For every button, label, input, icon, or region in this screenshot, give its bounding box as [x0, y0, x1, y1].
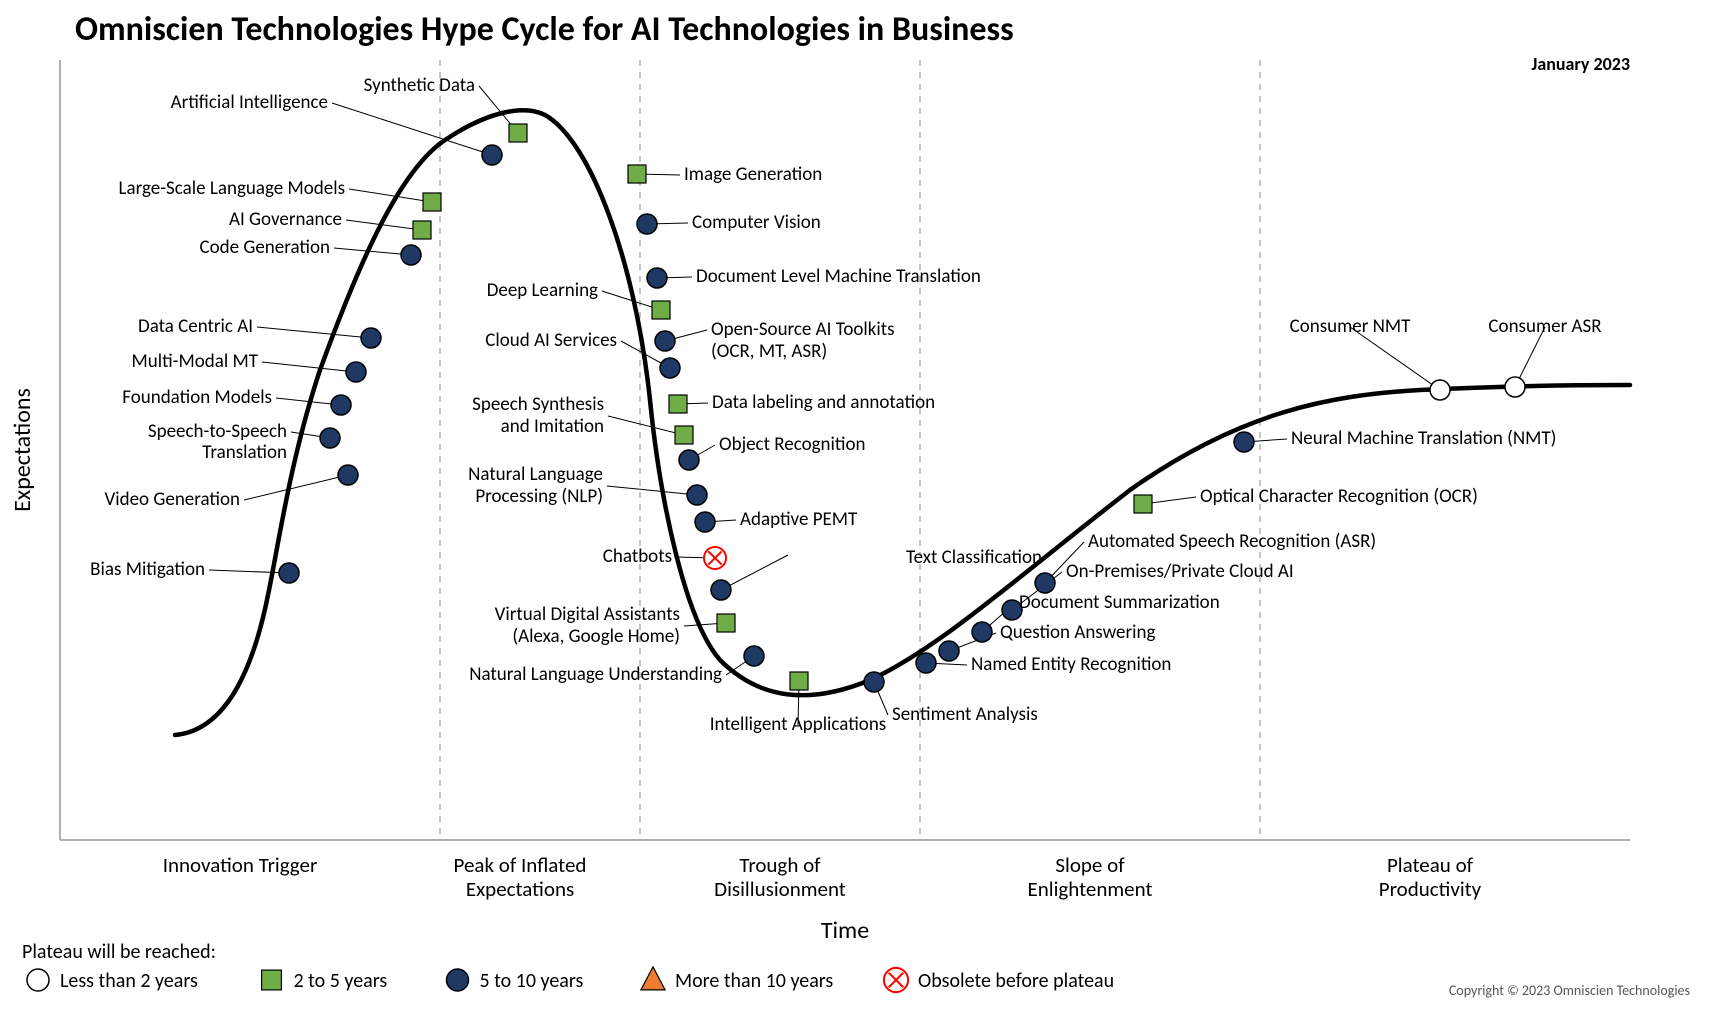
point-label: Document Summarization [1019, 591, 1220, 614]
phase-label: Enlightenment [1027, 876, 1152, 902]
data-point: Data labeling and annotation [669, 391, 935, 414]
point-label: Video Generation [104, 488, 240, 511]
point-label: Natural Language [468, 463, 603, 486]
data-point: Computer Vision [637, 211, 821, 234]
data-point: Speech Synthesisand Imitation [472, 393, 693, 444]
point-label: Deep Learning [487, 279, 598, 302]
point-label: Optical Character Recognition (OCR) [1200, 485, 1478, 508]
data-point: Synthetic Data [364, 74, 527, 142]
phase-label: Expectations [466, 876, 574, 902]
point-label: Computer Vision [692, 211, 821, 234]
svg-text:5 to 10 years: 5 to 10 years [480, 969, 584, 993]
data-point: Chatbots [603, 545, 726, 569]
data-point: Intelligent Applications [710, 672, 887, 736]
data-point: Neural Machine Translation (NMT) [1234, 427, 1556, 452]
data-point: Cloud AI Services [485, 329, 680, 378]
svg-text:2 to 5 years: 2 to 5 years [294, 969, 388, 993]
point-label: Text Classification [906, 546, 1042, 569]
chart-date: January 2023 [1531, 53, 1630, 75]
point-label: Large-Scale Language Models [119, 177, 345, 200]
point-label: Speech-to-Speech [148, 420, 287, 443]
data-point: Video Generation [104, 465, 358, 511]
point-label: Open-Source AI Toolkits [711, 318, 895, 341]
point-label: Object Recognition [719, 433, 865, 456]
copyright: Copyright © 2023 Omniscien Technologies [1449, 982, 1690, 999]
svg-text:Less than 2 years: Less than 2 years [60, 969, 198, 993]
point-label: Adaptive PEMT [740, 508, 858, 531]
legend-item: 2 to 5 years [262, 969, 388, 993]
data-point: Data Centric AI [138, 315, 381, 348]
legend-item: More than 10 years [641, 967, 834, 993]
data-point: Text Classification [711, 546, 1042, 600]
point-label: Data labeling and annotation [712, 391, 935, 414]
data-point: Code Generation [199, 236, 421, 265]
data-point: Multi-Modal MT [132, 350, 367, 382]
data-point: Document Level Machine Translation [647, 265, 981, 288]
legend-title: Plateau will be reached: [22, 940, 216, 964]
hype-curve [175, 110, 1630, 735]
data-point: Natural LanguageProcessing (NLP) [468, 463, 707, 508]
point-label: Consumer ASR [1488, 315, 1602, 338]
x-axis-label: Time [821, 916, 869, 945]
phase-label: Innovation Trigger [163, 852, 318, 878]
point-label: Code Generation [199, 236, 330, 259]
point-label: AI Governance [229, 208, 342, 231]
data-point: Adaptive PEMT [695, 508, 858, 532]
legend-item: 5 to 10 years [447, 969, 584, 993]
point-label: Chatbots [603, 545, 672, 568]
point-label: Synthetic Data [364, 74, 475, 97]
legend-item: Obsolete before plateau [884, 968, 1114, 993]
point-label: (OCR, MT, ASR) [711, 340, 827, 363]
data-point: Deep Learning [487, 279, 670, 319]
phase-label: Disillusionment [714, 876, 846, 902]
point-label: and Imitation [501, 415, 604, 438]
data-point: Open-Source AI Toolkits(OCR, MT, ASR) [655, 318, 895, 363]
point-label: Artificial Intelligence [171, 91, 328, 114]
data-point: Object Recognition [679, 433, 865, 470]
point-label: Sentiment Analysis [892, 703, 1038, 726]
svg-text:Obsolete before plateau: Obsolete before plateau [918, 969, 1114, 993]
point-label: On-Premises/Private Cloud AI [1066, 560, 1294, 583]
point-label: Automated Speech Recognition (ASR) [1088, 530, 1376, 553]
y-axis-label: Expectations [8, 388, 37, 512]
point-label: Cloud AI Services [485, 329, 617, 352]
data-point: AI Governance [229, 208, 431, 239]
point-label: Consumer NMT [1290, 315, 1412, 338]
phase-label: Plateau of [1387, 852, 1474, 878]
data-point: Foundation Models [122, 386, 351, 415]
point-label: Intelligent Applications [710, 713, 887, 736]
data-point: Optical Character Recognition (OCR) [1134, 485, 1478, 513]
legend-item: Less than 2 years [27, 969, 198, 993]
data-point: Natural Language Understanding [469, 646, 764, 686]
hype-cycle-chart: Omniscien Technologies Hype Cycle for AI… [0, 0, 1717, 1035]
point-label: Processing (NLP) [475, 485, 603, 508]
data-point: Bias Mitigation [90, 558, 299, 583]
data-point: Speech-to-SpeechTranslation [148, 420, 340, 464]
svg-text:More than 10 years: More than 10 years [675, 969, 833, 993]
point-label: Multi-Modal MT [132, 350, 259, 373]
point-label: Foundation Models [122, 386, 272, 409]
phase-label: Peak of Inflated [454, 852, 587, 878]
phase-label: Productivity [1379, 876, 1482, 902]
data-point: Image Generation [628, 163, 822, 186]
data-point: Consumer NMT [1290, 315, 1450, 400]
point-label: Speech Synthesis [472, 393, 604, 416]
point-label: (Alexa, Google Home) [512, 625, 680, 648]
data-point: Sentiment Analysis [864, 672, 1038, 726]
chart-title: Omniscien Technologies Hype Cycle for AI… [75, 9, 1014, 50]
point-label: Data Centric AI [138, 315, 253, 338]
point-label: Natural Language Understanding [469, 663, 722, 686]
point-label: Question Answering [1000, 621, 1155, 644]
point-label: Document Level Machine Translation [696, 265, 981, 288]
phase-label: Slope of [1055, 852, 1125, 878]
point-label: Neural Machine Translation (NMT) [1291, 427, 1556, 450]
point-label: Virtual Digital Assistants [495, 603, 680, 626]
point-label: Bias Mitigation [90, 558, 205, 581]
point-label: Translation [202, 441, 287, 464]
point-label: Named Entity Recognition [971, 653, 1171, 676]
data-point: Artificial Intelligence [171, 91, 502, 165]
point-label: Image Generation [684, 163, 822, 186]
phase-label: Trough of [739, 852, 821, 878]
